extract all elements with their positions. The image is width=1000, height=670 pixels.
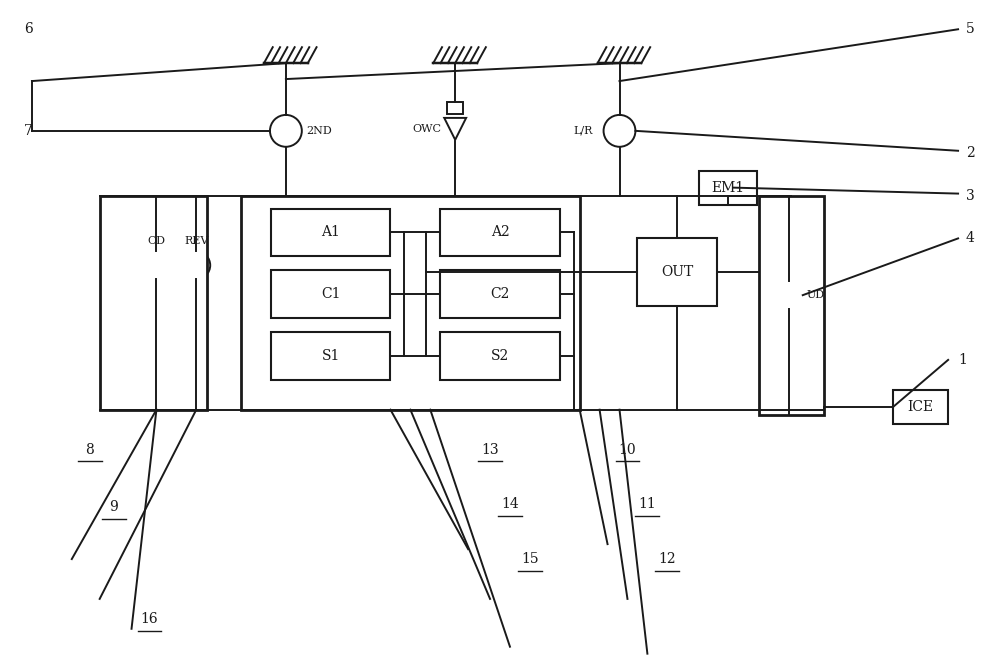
Text: 8: 8 [85,442,94,456]
Bar [637,239,717,306]
Text: S1: S1 [322,349,340,363]
Text: C2: C2 [490,287,510,302]
Bar [241,196,580,409]
Bar [440,332,560,380]
Text: A1: A1 [321,225,340,239]
Text: ICE: ICE [908,400,934,413]
Text: OWC: OWC [412,124,441,134]
Text: 13: 13 [481,442,499,456]
Text: L/R: L/R [573,126,593,136]
Text: 2: 2 [966,146,975,159]
Text: UD: UD [807,290,825,300]
Text: 5: 5 [966,22,975,36]
Text: 16: 16 [141,612,158,626]
Text: 10: 10 [619,442,636,456]
Text: A2: A2 [491,225,509,239]
Text: 2ND: 2ND [306,126,332,136]
Text: S2: S2 [491,349,509,363]
Text: EM1: EM1 [711,181,745,194]
Bar [271,270,390,318]
Text: 14: 14 [501,497,519,511]
Text: 3: 3 [966,188,975,202]
Bar [699,171,757,204]
Text: 15: 15 [521,552,539,566]
Text: 7: 7 [24,124,33,138]
Bar [759,196,824,415]
Bar [100,196,207,409]
Text: 11: 11 [639,497,656,511]
Bar [893,390,948,423]
Bar [271,332,390,380]
Text: 9: 9 [109,500,118,515]
Text: 6: 6 [24,22,33,36]
Bar [440,208,560,257]
Text: 1: 1 [958,353,967,367]
Bar [271,208,390,257]
Text: 4: 4 [966,231,975,245]
Bar [447,102,463,114]
Bar [440,270,560,318]
Polygon shape [444,118,466,140]
Text: OUT: OUT [661,265,693,279]
Text: OD: OD [147,237,165,247]
Text: C1: C1 [321,287,340,302]
Text: 12: 12 [658,552,676,566]
Text: REV: REV [184,237,208,247]
